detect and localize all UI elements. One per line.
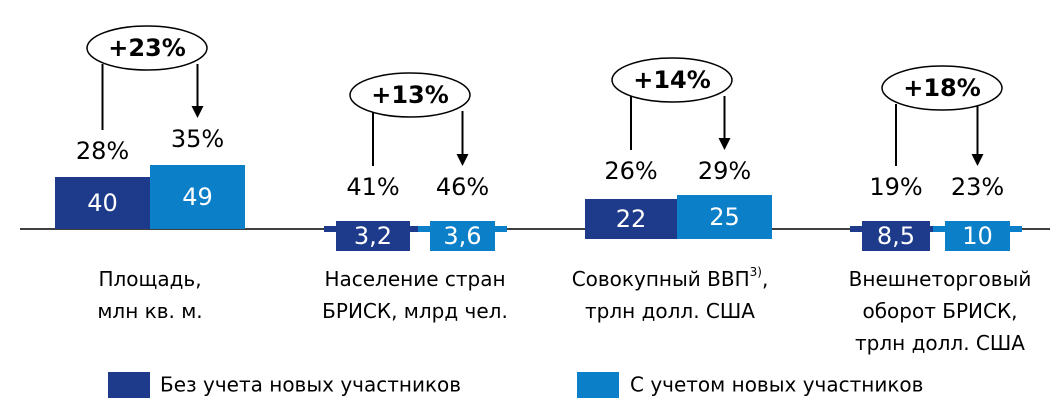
category-label: БРИСК, млрд чел. [322,299,508,323]
category-label: Население стран [324,267,505,291]
bar [585,199,677,239]
change-label: +23% [108,34,186,62]
category-text: Внешнеторговый [849,267,1032,291]
arrow-head [456,154,469,166]
change-bubble [349,72,471,118]
change-bubble [86,25,208,71]
share-label: 19% [869,173,922,201]
share-label: 28% [76,137,129,165]
category-text: трлн долл. США [855,331,1025,355]
category-label: оборот БРИСК, [862,299,1017,323]
change-label: +13% [371,81,449,109]
change-bubble [611,57,733,103]
arrow-head [191,106,204,118]
category-label: трлн долл. США [855,331,1025,355]
bar-value: 8,5 [877,222,915,250]
footnote-mark: 3) [750,265,762,279]
legend-swatch [108,372,150,398]
change-label: +18% [903,74,981,102]
bar-value: 3,6 [443,222,481,250]
category-text: БРИСК, млрд чел. [322,299,508,323]
bar-value: 22 [616,205,647,233]
legend-swatch [577,372,619,398]
category-text: оборот БРИСК, [862,299,1017,323]
category-label: Площадь, [98,267,201,291]
change-bubble [881,65,1003,111]
bar [150,165,245,229]
bar [55,177,150,229]
category-text: , [762,267,768,291]
category-text: Площадь, [98,267,201,291]
bar-value: 10 [962,222,993,250]
share-label: 41% [346,173,399,201]
arrow-head [718,138,731,150]
legend-label: Без учета новых участников [160,373,461,397]
share-label: 29% [698,157,751,185]
bar-value: 25 [709,203,740,231]
bar [677,195,772,239]
bar [336,221,410,251]
share-label: 26% [604,157,657,185]
bar-value: 40 [87,189,118,217]
bar-value: 3,2 [354,222,392,250]
category-text: трлн долл. США [585,299,755,323]
category-label: трлн долл. США [585,299,755,323]
category-text: млн кв. м. [97,299,202,323]
category-label: млн кв. м. [97,299,202,323]
bar [945,221,1010,251]
bar [862,221,930,251]
bar-value: 49 [182,183,213,211]
category-label: Совокупный ВВП3), [572,265,769,291]
bar [430,221,495,251]
arrow-head [971,154,984,166]
legend-label: С учетом новых участников [630,373,923,397]
category-text: Население стран [324,267,505,291]
category-text: Совокупный ВВП [572,267,750,291]
share-label: 23% [951,173,1004,201]
share-label: 35% [171,125,224,153]
change-label: +14% [633,66,711,94]
category-label: Внешнеторговый [849,267,1032,291]
share-label: 46% [436,173,489,201]
